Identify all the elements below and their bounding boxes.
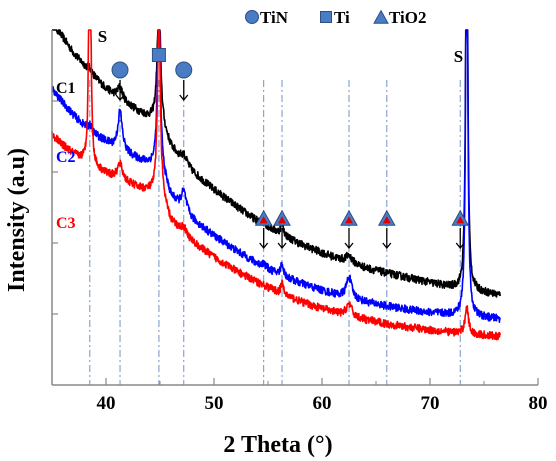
arrow-6-head (382, 242, 392, 250)
x-tick-label: 40 (97, 393, 116, 414)
series-layer (51, 29, 501, 341)
x-tick-label: 60 (313, 393, 332, 414)
arrow-7-head (455, 242, 465, 250)
tio2-marker-5-core (345, 216, 353, 224)
series-line-c3 (51, 29, 501, 341)
legend-label-ti: Ti (334, 8, 350, 27)
arrow-2-head (179, 94, 189, 102)
arrow-5-head (344, 242, 354, 250)
legend-tio2-icon (373, 9, 389, 24)
x-tick-label: 70 (421, 393, 440, 414)
chart-text: 2 Theta (°) Intensity (a.u) (4, 148, 333, 458)
tin-marker-0 (111, 61, 129, 79)
legend-tin-icon (245, 10, 259, 24)
series-label-c2: C2 (56, 149, 76, 166)
series-line-c2 (51, 29, 501, 324)
legend-label-tin: TiN (260, 8, 289, 27)
arrow-0-head (115, 94, 125, 102)
tio2-marker-3-core (259, 216, 268, 224)
phase-markers: S S C1 C2 C3 (56, 27, 470, 250)
legend-ti-icon (320, 11, 332, 23)
series-label-c3: C3 (56, 215, 76, 232)
series-line-c1 (51, 29, 501, 298)
annotation-s-1: S (454, 47, 463, 66)
y-axis-label: Intensity (a.u) (4, 148, 30, 292)
x-tick-label: 80 (529, 393, 548, 414)
arrow-3-head (259, 242, 269, 250)
annotation-s-0: S (98, 27, 107, 46)
axes: 40 50 60 70 80 (51, 30, 548, 414)
tin-marker-2 (175, 61, 193, 79)
tio2-marker-6-core (382, 216, 391, 224)
series-label-c1: C1 (56, 80, 76, 97)
x-axis-label: 2 Theta (°) (223, 432, 332, 458)
ti-marker-1 (151, 48, 166, 62)
x-tick-label: 50 (205, 393, 224, 414)
tio2-marker-7-core (456, 216, 465, 224)
tio2-marker-4-core (278, 216, 287, 224)
arrow-4-head (277, 242, 287, 250)
legend: TiN Ti TiO2 (245, 8, 426, 27)
legend-label-tio2: TiO2 (389, 8, 426, 27)
